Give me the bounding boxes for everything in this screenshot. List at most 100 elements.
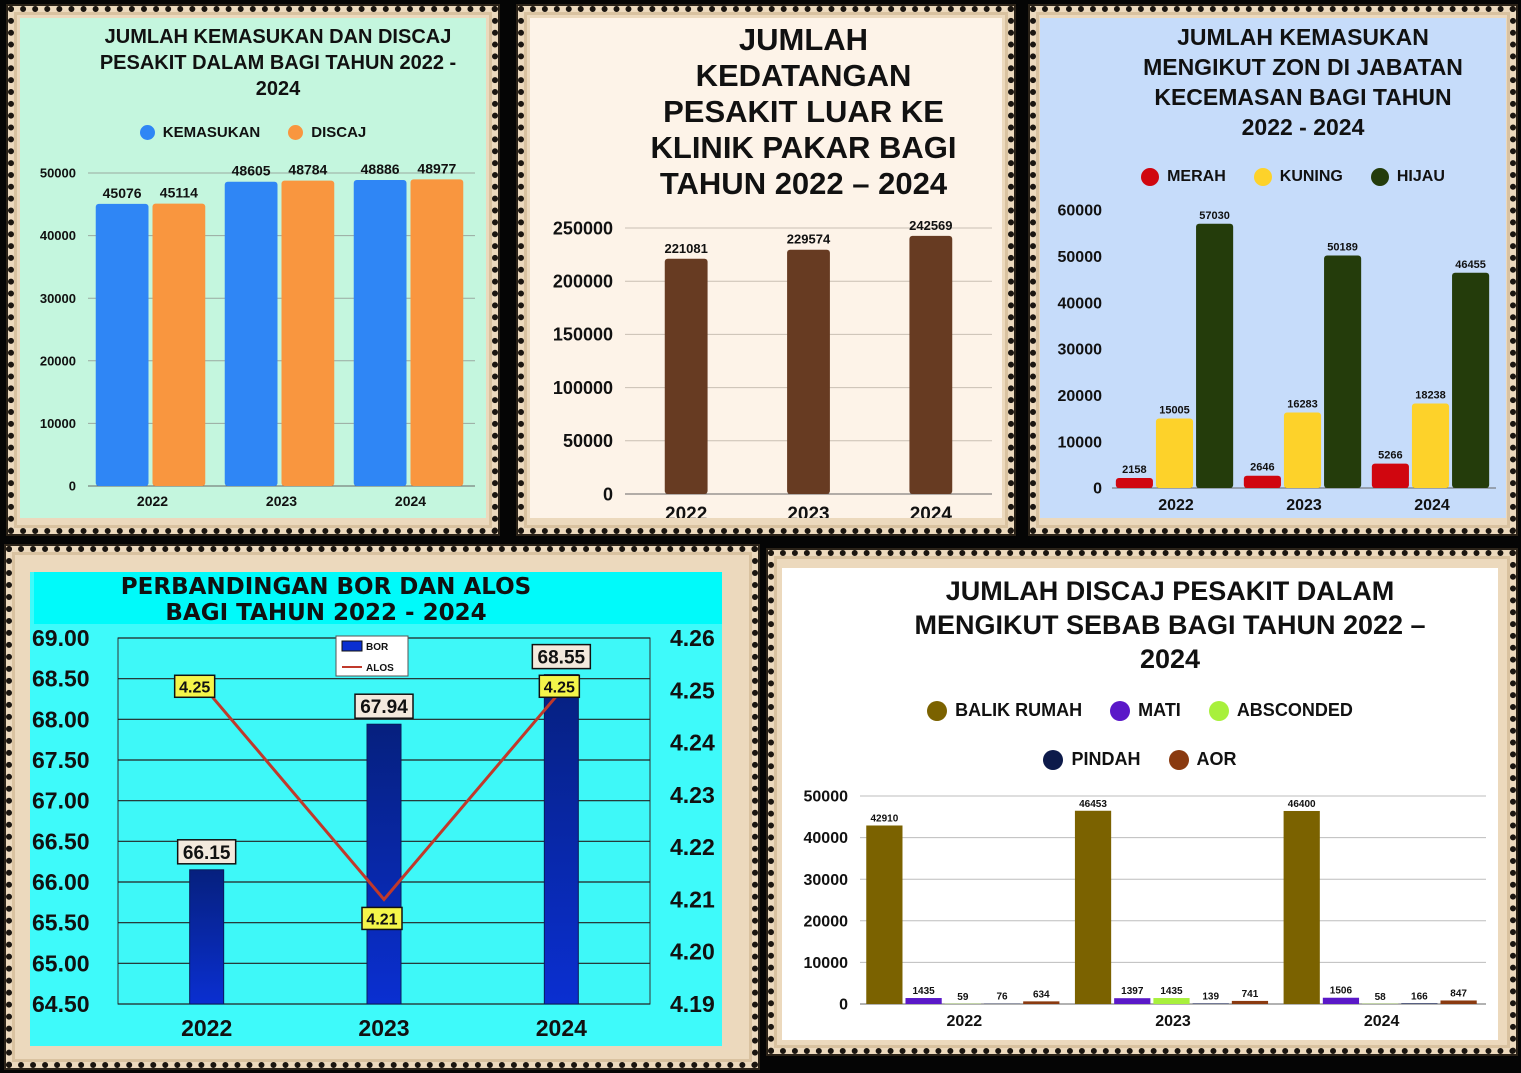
y-left-tick-label: 66.50 [32, 828, 90, 854]
alos-label-box [361, 906, 403, 931]
bar [787, 249, 830, 494]
data-label: 48605 [232, 163, 271, 179]
data-label: 15005 [1159, 404, 1190, 416]
legend-mati: MATI [1110, 700, 1181, 721]
bar [1196, 223, 1234, 489]
y-left-tick-label: 67.50 [32, 747, 90, 773]
bar [909, 235, 953, 494]
bar [1231, 1000, 1269, 1004]
x-tick-label: 2022 [137, 493, 168, 509]
y-tick-label: 10000 [1058, 434, 1103, 451]
y-left-tick-label: 65.00 [32, 950, 90, 976]
y-right-tick-label: 4.24 [670, 730, 715, 756]
data-label: 139 [1202, 991, 1219, 1002]
y-tick-label: 40000 [804, 830, 849, 847]
x-tick-label: 2024 [1414, 497, 1450, 514]
legend-label: MERAH [1167, 168, 1226, 185]
legend-dot-discaj [288, 125, 304, 140]
y-tick-label: 30000 [1058, 342, 1103, 359]
bar [1440, 1000, 1477, 1004]
x-tick-label: 2023 [1286, 497, 1322, 514]
y-tick-label: 0 [839, 997, 848, 1014]
bar [664, 258, 708, 494]
alos-label-box [538, 674, 581, 699]
y-tick-label: 0 [1093, 481, 1102, 498]
legend-merah: MERAH [1141, 168, 1226, 186]
x-tick-label: 2024 [395, 493, 426, 509]
y-tick-label: 0 [69, 479, 76, 494]
data-label: 58 [1375, 992, 1387, 1003]
bar [1411, 403, 1450, 488]
bar [1322, 997, 1360, 1004]
legend-pindah: PINDAH [1043, 749, 1141, 770]
data-label: 48886 [361, 161, 400, 177]
legend-label: DISCAJ [311, 124, 367, 141]
legend-label: KEMASUKAN [162, 124, 261, 141]
x-tick-label: 2022 [665, 504, 707, 518]
x-tick-label: 2022 [1158, 497, 1194, 514]
data-label: 46453 [1079, 799, 1107, 810]
legend-balik-rumah: BALIK RUMAH [927, 700, 1082, 721]
data-label: 66.15 [183, 843, 231, 864]
bar [189, 869, 225, 1005]
chart-zon-kecemasan: JUMLAH KEMASUKAN MENGIKUT ZON DI JABATAN… [1040, 18, 1506, 518]
bar [410, 179, 464, 486]
y-tick-label: 50000 [1058, 249, 1103, 266]
legend-label: BOR [366, 642, 389, 653]
x-tick-label: 2023 [787, 504, 829, 518]
x-tick-label: 2022 [181, 1015, 232, 1041]
bar [1153, 998, 1190, 1004]
data-label: 48784 [288, 162, 327, 178]
y-tick-label: 40000 [40, 228, 76, 243]
y-tick-label: 20000 [1058, 388, 1103, 405]
legend-label: KUNING [1279, 168, 1343, 185]
legend-hijau: HIJAU [1370, 168, 1445, 186]
y-tick-label: 200000 [553, 272, 613, 292]
bar [1114, 998, 1151, 1004]
chart-plot: 0 10000 20000 30000 40000 50000 42910 1435 59 76 6… [804, 789, 1486, 1030]
legend-label: ABSCONDED [1236, 700, 1353, 720]
data-label: 46455 [1455, 259, 1486, 271]
legend-dot-mati [1110, 700, 1131, 721]
y-right-tick-label: 4.20 [670, 939, 715, 965]
bar [1452, 272, 1490, 488]
data-label: 46400 [1288, 799, 1316, 810]
chart-legend-row-1: BALIK RUMAH MATI ABSCONDED [782, 700, 1498, 721]
x-tick-label: 2023 [266, 493, 297, 509]
y-tick-label: 250000 [553, 218, 613, 238]
data-label: 50189 [1327, 241, 1358, 253]
alos-data-label: 4.25 [179, 679, 210, 696]
y-tick-label: 10000 [804, 955, 849, 972]
y-tick-label: 50000 [804, 789, 849, 806]
legend-label: BALIK RUMAH [955, 700, 1083, 720]
chart-bor-alos: PERBANDINGAN BOR DAN ALOS BAGI TAHUN 202… [30, 572, 722, 1046]
data-label: 1397 [1121, 986, 1144, 997]
data-label: 42910 [870, 813, 898, 824]
y-right-tick-label: 4.23 [670, 782, 715, 808]
chart-title: JUMLAH KEDATANGAN PESAKIT LUAR KE KLINIK… [650, 22, 957, 201]
data-label: 59 [957, 992, 969, 1003]
bar [1074, 810, 1112, 1004]
data-label: 68.55 [538, 648, 586, 669]
bar [866, 825, 903, 1004]
y-tick-label: 20000 [40, 353, 76, 368]
y-tick-label: 20000 [804, 913, 849, 930]
data-label: 57030 [1199, 210, 1230, 222]
y-left-tick-label: 68.00 [32, 706, 90, 732]
bar [1371, 463, 1409, 488]
chart-title: PERBANDINGAN BOR DAN ALOS BAGI TAHUN 202… [120, 574, 532, 626]
bar [1324, 255, 1362, 488]
legend-dot-absconded [1208, 700, 1229, 721]
legend-label: PINDAH [1071, 749, 1141, 769]
bar [1401, 1003, 1438, 1004]
data-label-box [176, 839, 237, 865]
data-label: 45076 [103, 185, 142, 201]
bar [353, 179, 407, 486]
bar [366, 723, 402, 1005]
y-right-tick-label: 4.22 [670, 834, 715, 860]
legend-dot-hijau [1370, 168, 1389, 186]
bar [281, 180, 335, 486]
bar [905, 998, 942, 1004]
chart-plot: 64.50 65.00 65.50 66.00 66.50 67.00 67.50 68.00… [32, 625, 715, 1041]
legend-dot-kuning [1253, 168, 1272, 186]
